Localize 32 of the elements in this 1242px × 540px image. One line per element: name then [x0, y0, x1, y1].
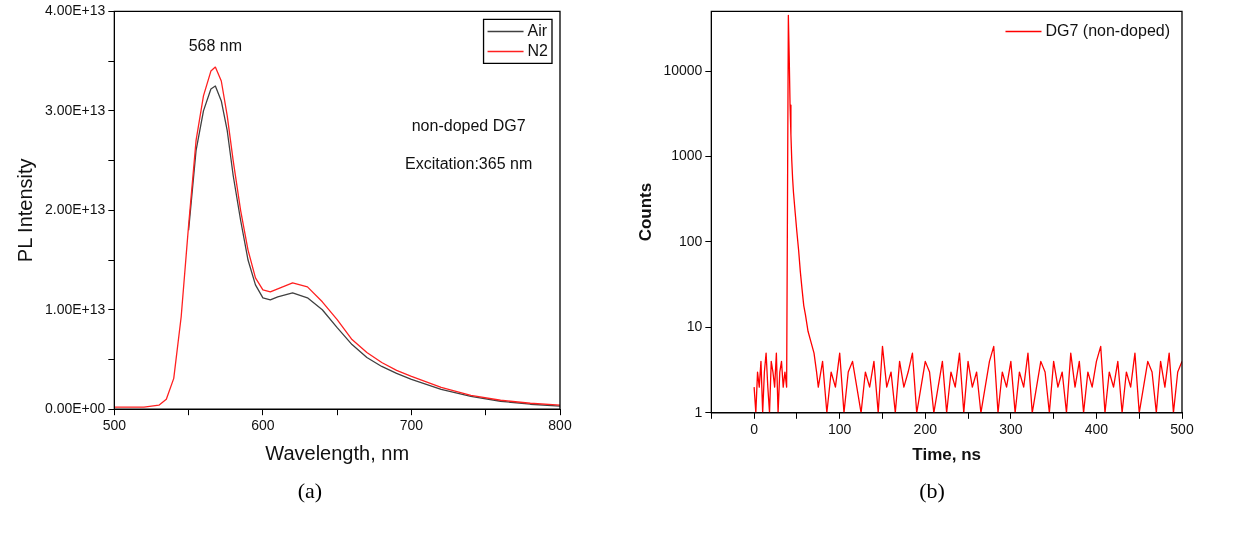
y-tick-label: 10 [686, 318, 703, 335]
annotation: Excitation:365 nm [405, 154, 533, 172]
x-axis-title: Time, ns [912, 445, 981, 465]
y-tick-label: 1 [694, 403, 703, 420]
text: (a) [296, 478, 324, 504]
text: (b) [918, 478, 946, 504]
x-tick-label: 800 [548, 417, 572, 434]
x-tick-label: 400 [1084, 421, 1109, 438]
x-axis-title: Wavelength, nm [265, 441, 410, 464]
x-tick-label: 500 [1170, 421, 1194, 438]
x-tick-label: 700 [399, 417, 424, 434]
y-tick-label: 3.00E+13 [44, 101, 106, 118]
y-tick-label: 4.00E+13 [44, 2, 106, 19]
y-axis-title: PL Intensity [13, 158, 36, 263]
y-tick-label: 10000 [663, 61, 703, 78]
annotation: non-doped DG7 [411, 117, 526, 135]
y-tick-label: 1.00E+13 [44, 300, 106, 317]
y-tick-label: 100 [678, 232, 703, 249]
x-tick-label: 0 [750, 421, 759, 438]
annotation: 568 nm [188, 37, 243, 55]
x-tick-label: 200 [913, 421, 938, 438]
y-tick-label: 2.00E+13 [44, 201, 106, 218]
x-tick-label: 600 [251, 417, 275, 434]
y-tick-label: 0.00E+00 [44, 400, 106, 417]
legend-label: DG7 (non-doped) [1045, 21, 1170, 39]
x-tick-label: 300 [999, 421, 1023, 438]
x-tick-label: 100 [828, 421, 852, 438]
y-tick-label: 1000 [671, 147, 703, 164]
legend-label: Air [527, 21, 548, 39]
legend-label: N2 [527, 41, 549, 59]
x-tick-label: 500 [102, 417, 127, 434]
y-axis-title: Counts [635, 182, 655, 242]
